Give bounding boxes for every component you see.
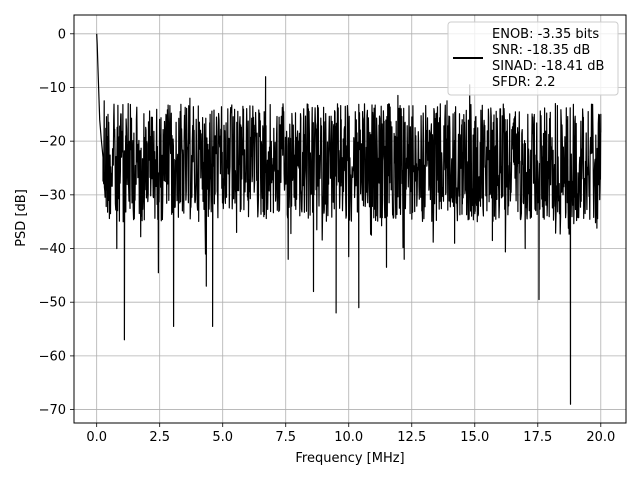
x-tick-label: 12.5	[397, 430, 426, 445]
plot-frame	[73, 14, 627, 424]
y-axis-label: PSD [dB]	[14, 189, 29, 247]
legend-text-sfdr: SFDR: 2.2	[492, 75, 556, 90]
y-tick-label: −70	[39, 403, 66, 418]
y-tick-label: 0	[58, 27, 66, 42]
x-tick-label: 10.0	[334, 430, 363, 445]
x-tick-label: 20.0	[586, 430, 615, 445]
x-tick-label: 15.0	[460, 430, 489, 445]
y-tick-label: −20	[39, 135, 66, 150]
x-tick-label: 5.0	[212, 430, 233, 445]
legend-text-snr: SNR: -18.35 dB	[492, 43, 590, 58]
x-tick-label: 2.5	[149, 430, 170, 445]
series-layer	[96, 33, 602, 405]
y-tick-label: −60	[39, 349, 66, 364]
x-tick-label: 0.0	[86, 430, 107, 445]
x-axis-label: Frequency [MHz]	[295, 451, 404, 466]
y-tick-label: −30	[39, 188, 66, 203]
legend-box	[447, 21, 619, 96]
y-tick-label: −10	[39, 81, 66, 96]
legend-text-sinad: SINAD: -18.41 dB	[492, 59, 604, 74]
psd-series-line	[96, 33, 602, 405]
y-tick-label: −50	[39, 296, 66, 311]
y-tick-label: −40	[39, 242, 66, 257]
legend-text-enob: ENOB: -3.35 bits	[492, 27, 599, 42]
x-tick-label: 17.5	[523, 430, 552, 445]
ticks: 0.0 2.5 5.0 7.5 10.0 12.5 15.0 17.5 20.0 0 −10 −20 −…	[39, 27, 616, 445]
x-tick-label: 7.5	[275, 430, 296, 445]
legend: ENOB: -3.35 bits SNR: -18.35 dB SINAD: -…	[447, 21, 619, 96]
